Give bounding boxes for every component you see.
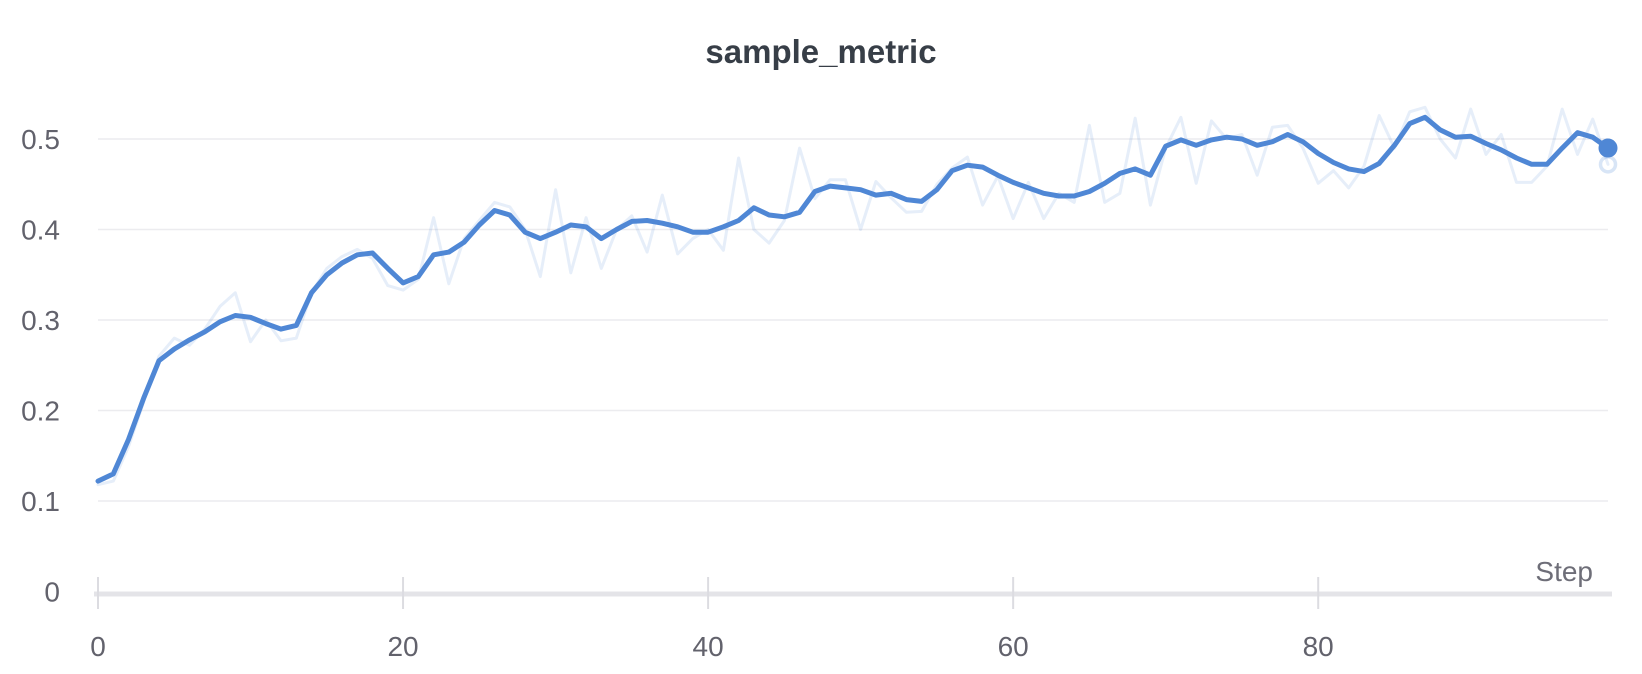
- smoothed-endpoint-dot: [1598, 138, 1618, 158]
- chart-title: sample_metric: [705, 33, 937, 70]
- y-tick-label: 0.1: [21, 486, 60, 517]
- y-tick-label: 0.5: [21, 124, 60, 155]
- y-tick-label: 0.2: [21, 396, 60, 427]
- smoothed-series-line: [95, 114, 1611, 484]
- y-tick-label: 0: [44, 577, 60, 608]
- x-tick-label: 60: [998, 631, 1029, 662]
- y-tick-label: 0.3: [21, 305, 60, 336]
- x-axis-title: Step: [1535, 556, 1593, 587]
- x-tick-label: 40: [693, 631, 724, 662]
- x-tick-label: 80: [1303, 631, 1334, 662]
- x-tick-label: 0: [90, 631, 106, 662]
- x-tick-label: 20: [387, 631, 418, 662]
- y-tick-label: 0.4: [21, 215, 60, 246]
- raw-series-line: [96, 105, 1610, 487]
